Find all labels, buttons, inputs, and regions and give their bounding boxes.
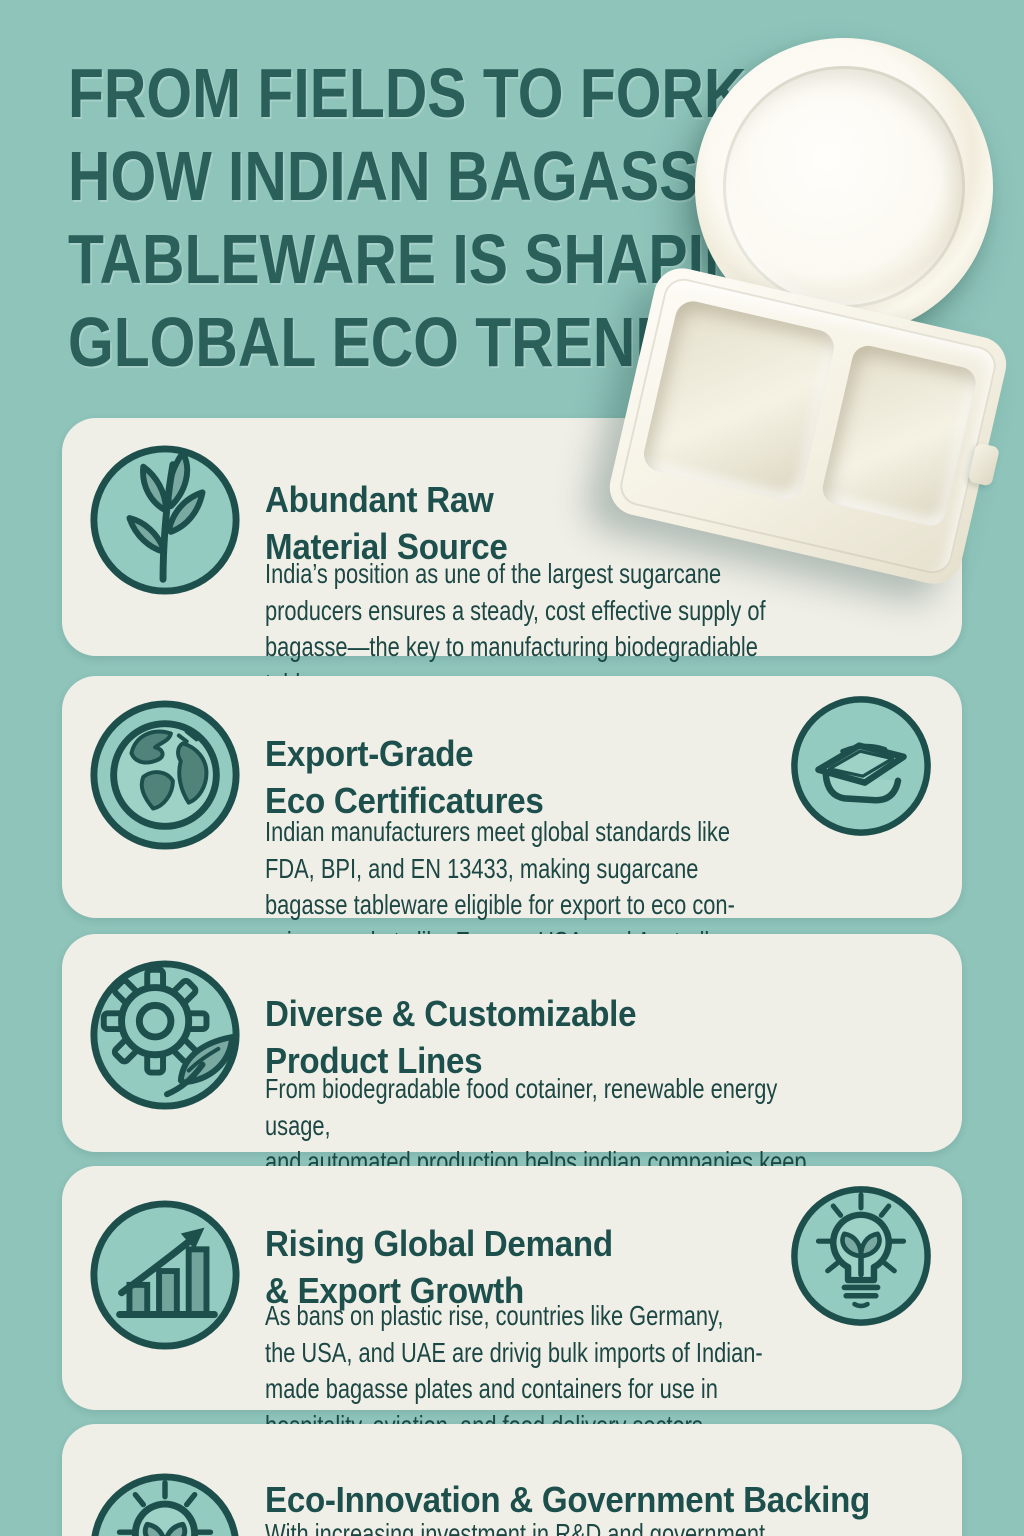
food-container-icon [787, 692, 935, 840]
clamshell-small-compartment [819, 342, 979, 529]
card-body: With increasing investment in R&D and go… [265, 1518, 766, 1536]
card-body: As bans on plastic rise, countries like … [265, 1300, 763, 1441]
card-eco-innovation-government-backing: Eco-Innovation & Government Backing With… [62, 1424, 962, 1536]
plant-sprig-icon [86, 441, 244, 599]
card-heading: Abundant Raw Material Source [265, 478, 508, 567]
globe-icon [86, 696, 244, 854]
card-rising-global-demand: Rising Global Demand & Export Growth As … [62, 1166, 962, 1441]
title-line-4: GLOBAL ECO TRENDS [68, 303, 718, 381]
clamshell-lid-tab [967, 442, 1001, 487]
page-title: FROM FIELDS TO FORKS· HOW INDIAN BAGASSE… [68, 52, 946, 384]
gear-leaf-icon [86, 956, 244, 1114]
lightbulb-sprout-icon [86, 1469, 244, 1536]
bar-chart-growth-icon [86, 1196, 244, 1354]
card-export-grade-certificates: Export-Grade Eco Certificatures Indian m… [62, 676, 962, 957]
title-line-1: FROM FIELDS TO FORKS· [68, 54, 806, 132]
clamshell-large-compartment [640, 297, 838, 504]
card-heading: Eco-Innovation & Government Backing [265, 1478, 870, 1520]
title-line-2: HOW INDIAN BAGASSE [68, 137, 738, 215]
card-heading: Rising Global Demand & Export Growth [265, 1222, 613, 1311]
card-heading: Diverse & Customizable Product Lines [265, 992, 637, 1081]
card-heading: Export-Grade Eco Certificatures [265, 732, 544, 821]
lightbulb-sprout-icon [787, 1182, 935, 1330]
card-diverse-product-lines: Diverse & Customizable Product Lines Fro… [62, 934, 962, 1250]
